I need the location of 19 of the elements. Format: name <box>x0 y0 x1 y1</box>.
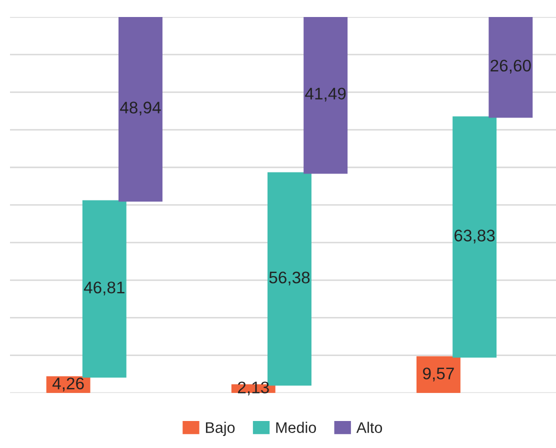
data-label: 2,13 <box>238 382 269 396</box>
bar <box>268 172 312 386</box>
data-label: 41,49 <box>305 88 346 102</box>
bar <box>82 200 126 378</box>
data-label: 4,26 <box>52 378 84 392</box>
data-label: 56,38 <box>269 272 310 286</box>
data-label: 9,57 <box>423 368 454 382</box>
data-label: 63,83 <box>454 230 495 244</box>
legend-label: Medio <box>276 422 316 433</box>
bar <box>452 116 497 358</box>
bar <box>488 17 533 118</box>
legend-label: Bajo <box>206 422 235 436</box>
bar <box>304 17 348 174</box>
data-label: 48,94 <box>120 102 161 116</box>
legend-label: Alto <box>356 422 382 433</box>
bar <box>416 356 460 393</box>
data-label: 26,60 <box>490 60 531 74</box>
data-label: 46,81 <box>84 282 124 296</box>
bar <box>118 17 162 202</box>
